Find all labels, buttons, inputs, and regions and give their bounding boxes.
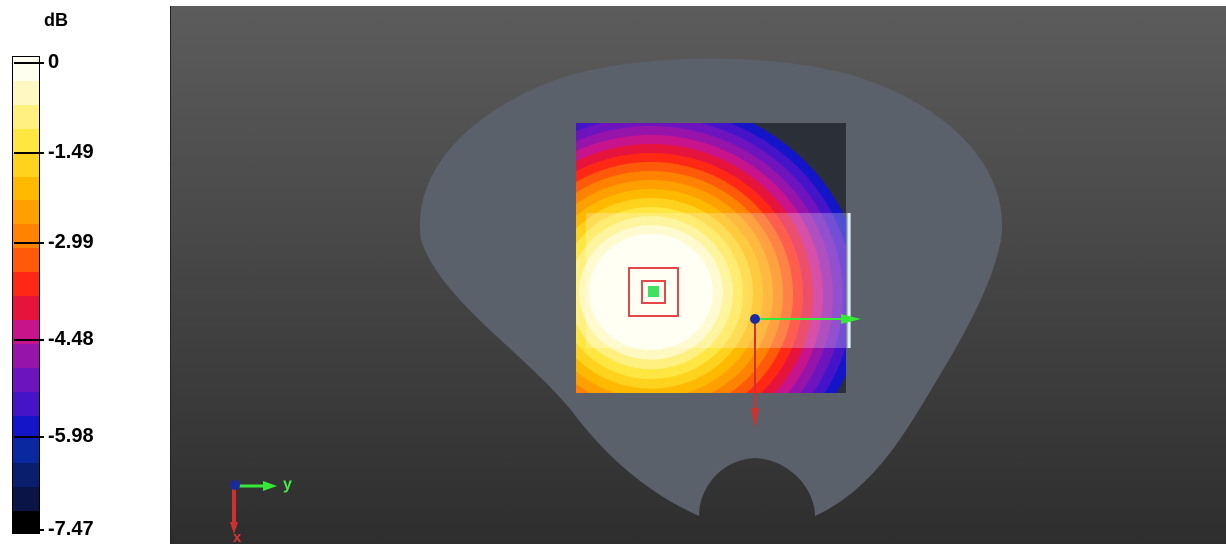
scene-svg: y x: [230, 58, 1003, 544]
peak-inner-square: [641, 280, 666, 304]
legend-tick-label: 0: [48, 51, 60, 73]
orientation-triad: y x: [230, 476, 292, 544]
legend-tick: [14, 436, 44, 438]
colorbar-segment: [13, 57, 39, 82]
scan-area: [576, 123, 851, 393]
colorbar-segment: [13, 439, 39, 465]
colorbar-segment: [13, 391, 39, 417]
legend-tick-label: -2.99: [48, 231, 94, 253]
legend-tick-label: -4.48: [48, 328, 94, 350]
legend-tick-label: -1.49: [48, 141, 94, 163]
legend-tick: [14, 529, 44, 531]
colorbar-segment: [13, 152, 39, 178]
legend-tick-label: -5.98: [48, 425, 94, 447]
colorbar: [12, 56, 40, 534]
colorbar-legend: dB 0 -1.49 -2.99 -4.48 -5.98 -7.47: [0, 0, 170, 544]
colorbar-segment: [13, 319, 39, 345]
colorbar-segment: [13, 176, 39, 202]
zoom-scan-region: [586, 213, 851, 348]
legend-tick-label: -7.47: [48, 518, 94, 540]
colorbar-segment: [13, 367, 39, 393]
colorbar-segment: [13, 248, 39, 274]
colorbar-segment: [13, 200, 39, 226]
legend-unit: dB: [44, 10, 68, 30]
sar-contours: [576, 123, 846, 393]
device-axes: [750, 314, 861, 428]
triad-y-label: y: [283, 476, 292, 493]
legend-tick: [14, 62, 44, 64]
colorbar-segment: [13, 296, 39, 321]
colorbar-segment: [13, 80, 39, 106]
colorbar-segment: [13, 224, 39, 250]
legend-tick: [14, 339, 44, 341]
colorbar-segment: [13, 487, 39, 513]
colorbar-segment: [13, 343, 39, 369]
legend-tick: [14, 242, 44, 244]
colorbar-segment: [13, 128, 39, 154]
peak-center: [648, 286, 659, 297]
peak-outer-square: [628, 267, 679, 317]
colorbar-segment: [13, 511, 39, 533]
triad-x-label: x: [233, 529, 242, 544]
3d-viewport[interactable]: y x: [170, 6, 1226, 544]
colorbar-segment: [13, 463, 39, 489]
legend-tick: [14, 152, 44, 154]
colorbar-segment: [13, 104, 39, 130]
colorbar-segment: [13, 272, 39, 297]
